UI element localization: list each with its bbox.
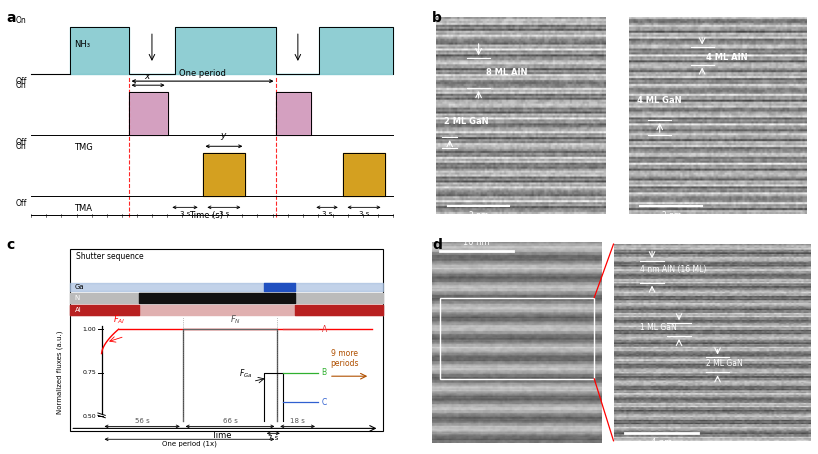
Text: $F_{Al}$: $F_{Al}$ [113,313,125,326]
Text: 2 nm: 2 nm [469,211,488,220]
Text: NH₃: NH₃ [74,40,90,49]
Text: 4 nm AlN (16 ML): 4 nm AlN (16 ML) [640,265,707,274]
Text: 9 more
periods: 9 more periods [330,349,359,369]
Text: 3 s: 3 s [180,211,191,217]
Text: TMA: TMA [74,204,92,213]
Text: Time (s): Time (s) [190,211,223,220]
Text: $F_{Ga}$: $F_{Ga}$ [239,367,252,380]
Text: 18 s: 18 s [290,418,305,424]
Text: 1.00: 1.00 [83,327,96,332]
Text: A: A [321,325,327,334]
Text: Off: Off [16,77,27,86]
Text: $x$: $x$ [144,72,152,81]
Polygon shape [128,92,168,135]
Text: 56 s: 56 s [135,418,150,424]
Polygon shape [276,92,312,135]
Text: $y$: $y$ [220,131,227,142]
Text: C: C [321,398,327,407]
Bar [70,249,383,431]
Text: On: On [16,16,26,25]
Text: Off: Off [16,138,27,147]
Text: N: N [74,295,80,301]
Text: c: c [6,238,15,252]
Text: 7 s: 7 s [268,435,278,441]
Text: One period: One period [179,69,226,78]
Text: b: b [433,11,443,25]
Text: $F_N$: $F_N$ [230,313,241,326]
Text: 0.75: 0.75 [83,370,96,375]
Text: Time: Time [211,431,231,440]
Text: 8 ML AlN: 8 ML AlN [487,68,528,77]
Polygon shape [203,153,245,196]
Text: 4 ML GaN: 4 ML GaN [636,96,681,105]
Text: One period (1x): One period (1x) [162,440,217,447]
Text: On: On [16,81,26,90]
Text: B: B [321,368,326,377]
Text: Off: Off [16,199,27,208]
Bar [440,297,594,379]
Text: 0.50: 0.50 [83,414,96,419]
Text: 1 ML GaN: 1 ML GaN [640,323,677,331]
Text: TMG: TMG [74,143,93,152]
Polygon shape [70,27,393,74]
Text: 66 s: 66 s [222,418,237,424]
Text: 2 ML GaN: 2 ML GaN [444,118,488,126]
Text: On: On [16,143,26,151]
Text: d: d [433,238,443,252]
Text: 3 s: 3 s [321,211,332,217]
Text: 2 nm: 2 nm [662,211,681,220]
Text: 4 ML AlN: 4 ML AlN [706,53,748,62]
Text: Al: Al [74,306,82,313]
Text: 10 nm: 10 nm [463,238,490,247]
Text: Normalized fluxes (a.u.): Normalized fluxes (a.u.) [56,331,62,415]
Text: 4 nm: 4 nm [651,438,672,447]
Text: 3 s: 3 s [359,211,369,217]
Text: a: a [6,11,16,25]
Text: Shutter sequence: Shutter sequence [76,252,143,261]
Text: 3 s: 3 s [218,211,229,217]
Text: 2 ML GaN: 2 ML GaN [706,359,743,368]
Polygon shape [343,153,385,196]
Text: Ga: Ga [74,284,84,290]
